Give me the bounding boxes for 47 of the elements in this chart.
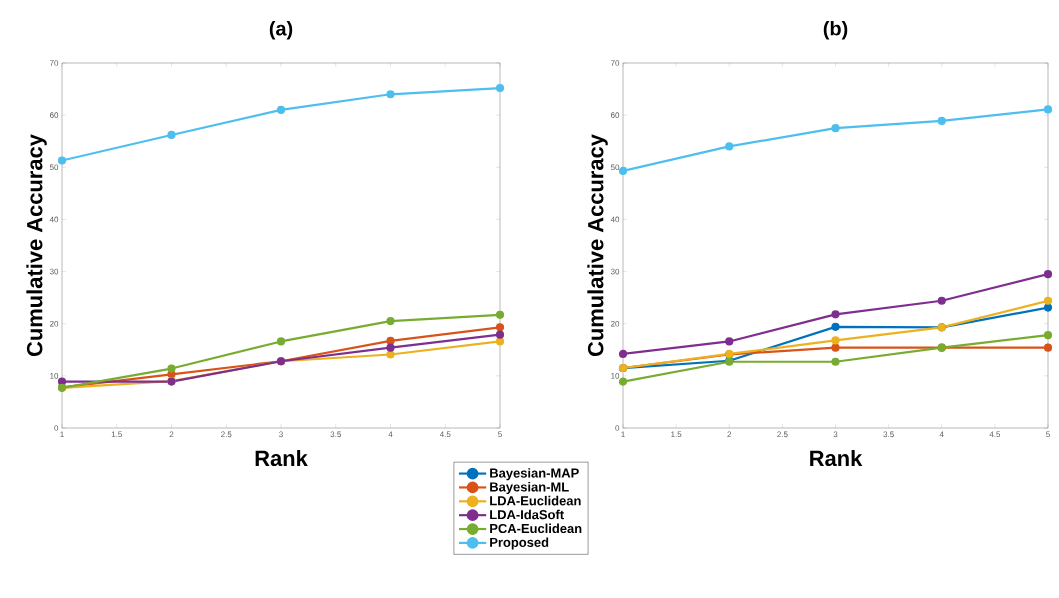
point bbox=[618, 349, 628, 359]
chart-title: (b) bbox=[823, 20, 848, 40]
point bbox=[276, 105, 286, 115]
legend-label: Proposed bbox=[490, 537, 549, 550]
chart-title: (a) bbox=[269, 20, 293, 40]
point bbox=[276, 337, 286, 346]
x-axis-title: Rank bbox=[255, 449, 308, 467]
point bbox=[495, 323, 505, 332]
legend-label: LDA-IdaSoft bbox=[490, 509, 564, 520]
point bbox=[618, 166, 628, 176]
point bbox=[831, 336, 840, 345]
point bbox=[831, 343, 840, 352]
point bbox=[386, 90, 395, 99]
point bbox=[1043, 303, 1053, 312]
point bbox=[1043, 343, 1053, 352]
point bbox=[57, 156, 67, 165]
point bbox=[937, 296, 946, 305]
point bbox=[937, 116, 946, 125]
point bbox=[495, 310, 505, 319]
point bbox=[725, 142, 734, 151]
point bbox=[386, 336, 395, 346]
point bbox=[1043, 270, 1053, 279]
legend-label: PCA-Euclidean bbox=[490, 523, 582, 534]
y-axis-title: Cumulative Accuracy bbox=[587, 134, 608, 357]
point bbox=[386, 350, 395, 359]
point bbox=[1043, 331, 1053, 340]
point bbox=[831, 310, 840, 319]
point bbox=[495, 330, 505, 339]
point bbox=[1043, 296, 1053, 305]
point bbox=[386, 317, 395, 326]
legend-label: Bayesian-MAP bbox=[490, 468, 579, 481]
point bbox=[386, 343, 395, 352]
point bbox=[495, 83, 505, 93]
legend-label: LDA-Euclidean bbox=[490, 495, 581, 506]
point bbox=[1043, 105, 1053, 114]
x-axis-title: Rank bbox=[810, 449, 863, 467]
y-axis-title: Cumulative Accuracy bbox=[26, 134, 47, 357]
point bbox=[725, 337, 734, 346]
point bbox=[831, 357, 840, 366]
point bbox=[831, 322, 840, 331]
point bbox=[495, 337, 505, 346]
point bbox=[167, 364, 176, 373]
point bbox=[618, 377, 628, 386]
point bbox=[57, 377, 67, 386]
point bbox=[831, 124, 840, 133]
legend-label: Bayesian-ML bbox=[490, 482, 569, 495]
point bbox=[167, 130, 176, 140]
